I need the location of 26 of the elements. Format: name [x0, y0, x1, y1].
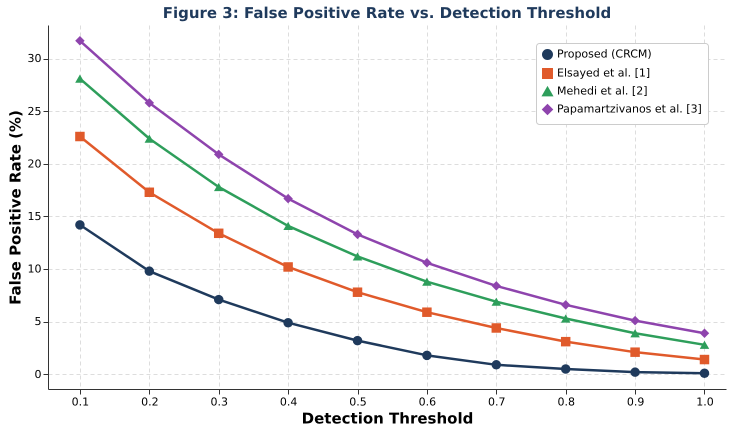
y-tick-label: 15: [28, 210, 42, 223]
x-tick-label: 0.6: [418, 396, 436, 408]
x-tick-label: 0.1: [72, 396, 90, 408]
legend-label: Proposed (CRCM): [557, 48, 652, 60]
x-tick-label: 0.2: [141, 396, 159, 408]
x-axis-title: Detection Threshold: [302, 410, 474, 428]
x-tick-label: 0.4: [280, 396, 298, 408]
x-tick-label: 0.8: [557, 396, 575, 408]
point: [144, 188, 154, 198]
x-tick-label: 0.9: [626, 396, 644, 408]
x-tick-label: 1.0: [696, 396, 714, 408]
y-tick-label: 10: [28, 262, 42, 276]
legend-label: Elsayed et al. [1]: [557, 66, 650, 80]
y-axis-title: False Positive Rate (%): [6, 110, 25, 305]
legend-label: Mehedi et al. [2]: [557, 84, 648, 98]
legend-label: Papamartzivanos et al. [3]: [557, 102, 702, 116]
point: [283, 318, 293, 328]
y-tick-label: 0: [34, 368, 42, 381]
y-tick-label: 30: [28, 52, 42, 66]
y-tick-label: 25: [28, 104, 42, 118]
chart-title: Figure 3: False Positive Rate vs. Detection Threshold: [162, 4, 612, 22]
x-tick-label: 0.3: [210, 396, 228, 408]
y-tick-label: 5: [34, 315, 42, 328]
y-tick-label: 20: [28, 157, 42, 170]
x-tick-label: 0.7: [488, 396, 506, 408]
x-tick-label: 0.5: [349, 396, 367, 408]
